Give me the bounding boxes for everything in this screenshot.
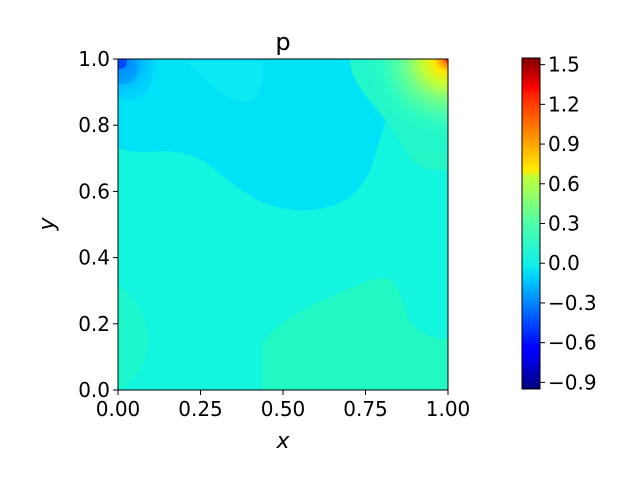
colorbar-tick-label: −0.3 — [548, 291, 597, 315]
y-tick-label: 0.0 — [78, 378, 110, 402]
x-tick-label: 0.25 — [178, 397, 223, 421]
colorbar-tick-label: 0.3 — [548, 212, 580, 236]
y-tick-label: 0.2 — [78, 312, 110, 336]
x-axis-label: x — [275, 429, 290, 454]
colorbar-tick-label: 1.5 — [548, 53, 580, 77]
y-tick-label: 1.0 — [78, 47, 110, 71]
y-tick-label: 0.8 — [78, 113, 110, 137]
colorbar-gradient — [522, 58, 540, 389]
y-tick-label: 0.6 — [78, 179, 110, 203]
heatmap-area — [118, 59, 448, 390]
x-tick-label: 0.00 — [96, 397, 141, 421]
y-tick-label: 0.4 — [78, 246, 110, 270]
colorbar: −0.9 −0.6 −0.3 0.0 0.3 0.6 0.9 1.2 1.5 — [521, 53, 597, 394]
colorbar-tick-label: 0.6 — [548, 172, 580, 196]
colorbar-tick-label: −0.9 — [548, 370, 597, 394]
x-axis: 0.00 0.25 0.50 0.75 1.00 — [96, 390, 471, 421]
colorbar-tick-label: 0.0 — [548, 251, 580, 275]
colorbar-tick-label: −0.6 — [548, 331, 597, 355]
x-tick-label: 1.00 — [426, 397, 471, 421]
y-axis-label: y — [35, 217, 60, 232]
chart-title: p — [275, 28, 290, 56]
colorbar-tick-label: 1.2 — [548, 92, 580, 116]
y-axis: 0.0 0.2 0.4 0.6 0.8 1.0 — [78, 47, 118, 402]
colorbar-tick-label: 0.9 — [548, 132, 580, 156]
x-tick-label: 0.75 — [343, 397, 388, 421]
x-tick-label: 0.50 — [261, 397, 306, 421]
heatmap-min-top-left — [118, 59, 448, 390]
colorbar-ticks: −0.9 −0.6 −0.3 0.0 0.3 0.6 0.9 1.2 1.5 — [540, 53, 597, 394]
heatmap-contour-ring — [118, 59, 127, 69]
